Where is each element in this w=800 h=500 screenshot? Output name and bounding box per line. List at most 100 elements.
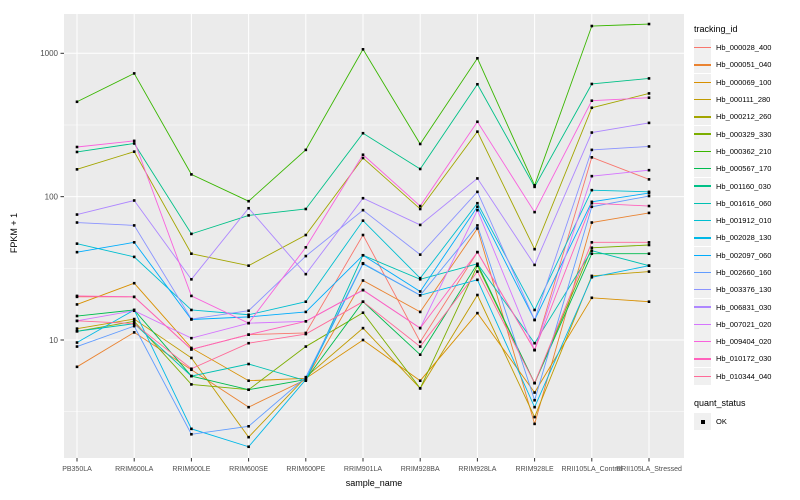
data-point — [590, 246, 594, 250]
data-point — [533, 398, 536, 402]
legend-item-Hb_000051_040: Hb_000051_040 — [694, 56, 798, 74]
ok-point-icon — [700, 419, 705, 424]
legend-color-line-icon — [694, 64, 711, 66]
legend-item-label: Hb_001912_010 — [716, 216, 772, 226]
data-point — [132, 317, 136, 321]
legend-item-label: Hb_009404_020 — [716, 337, 772, 347]
legend-color-line-icon — [694, 358, 711, 360]
legend-key-swatch — [694, 39, 711, 57]
legend-item-label: Hb_010344_040 — [716, 371, 772, 381]
data-point — [476, 250, 479, 254]
legend-item-label: Hb_000028_400 — [716, 43, 772, 53]
data-point — [590, 82, 594, 86]
legend-item-label: Hb_001160_030 — [716, 181, 771, 191]
y-tick-label: 1000 — [40, 49, 58, 58]
data-point — [132, 224, 136, 227]
data-point — [476, 293, 479, 297]
legend-item-Hb_000567_170: Hb_000567_170 — [694, 160, 798, 178]
legend-item-label: Hb_000069_100 — [716, 77, 772, 87]
data-point — [247, 425, 250, 428]
data-point — [476, 208, 479, 212]
data-point — [533, 422, 536, 426]
data-point — [590, 24, 594, 28]
data-point — [75, 319, 79, 323]
legend-item-label: Hb_000567_170 — [716, 164, 772, 174]
legend-item-Hb_006831_030: Hb_006831_030 — [694, 298, 798, 316]
legend-key-swatch — [694, 350, 711, 368]
data-point — [247, 206, 250, 210]
data-point — [418, 387, 422, 390]
legend-key-swatch — [694, 212, 711, 230]
x-tick-label: RRIM600LA — [115, 466, 153, 473]
data-point — [304, 207, 308, 211]
data-point — [476, 201, 479, 205]
data-point — [75, 294, 79, 298]
y-tick-label: 10 — [49, 336, 58, 345]
data-point — [533, 415, 536, 419]
data-point — [361, 48, 365, 51]
data-point — [361, 300, 365, 304]
data-point — [476, 56, 479, 60]
data-point — [647, 211, 651, 215]
legend-color-line-icon — [694, 271, 711, 274]
data-point — [361, 311, 365, 315]
legend-item-label: Hb_000111_280 — [716, 95, 771, 105]
data-point — [132, 322, 136, 325]
data-point — [247, 341, 250, 345]
data-point — [476, 262, 479, 266]
data-point — [647, 270, 651, 273]
legend-color-line-icon — [694, 306, 711, 308]
data-point — [590, 252, 594, 255]
data-point — [418, 290, 422, 293]
data-point — [304, 272, 308, 276]
legend-item-label: Hb_000329_330 — [716, 129, 772, 139]
data-point — [361, 261, 365, 265]
data-point — [75, 145, 79, 149]
data-point — [418, 379, 422, 383]
data-point — [361, 326, 365, 330]
data-point — [590, 174, 594, 178]
data-point — [533, 391, 536, 394]
data-point — [190, 317, 193, 321]
data-point — [361, 338, 365, 342]
data-point — [533, 318, 536, 322]
data-point — [190, 356, 193, 360]
data-point — [247, 333, 250, 336]
legend-key-swatch — [694, 108, 711, 126]
legend-key-swatch — [694, 281, 711, 299]
legend-item-label: Hb_007021_020 — [716, 319, 772, 329]
legend-item-Hb_001160_030: Hb_001160_030 — [694, 177, 798, 195]
data-point — [590, 274, 594, 278]
data-point — [361, 253, 365, 257]
data-point — [418, 223, 422, 227]
data-point — [361, 208, 365, 212]
data-point — [418, 294, 422, 297]
data-point — [533, 263, 536, 267]
legend-item-label: Hb_002028_130 — [716, 233, 772, 243]
data-point — [476, 130, 479, 133]
data-point — [647, 204, 651, 208]
data-point — [190, 294, 193, 298]
legend-key-swatch — [694, 264, 711, 281]
legend: tracking_id Hb_000028_400 Hb_000051_040 Hb… — [694, 24, 798, 431]
data-point — [533, 405, 536, 409]
data-point — [75, 213, 79, 216]
data-point — [304, 332, 308, 336]
legend-item-Hb_003376_130: Hb_003376_130 — [694, 281, 798, 299]
data-point — [361, 279, 365, 282]
legend-color-line-icon — [694, 150, 711, 153]
x-tick-label: RRIM928LA — [458, 466, 496, 473]
legend-item-Hb_000329_330: Hb_000329_330 — [694, 125, 798, 143]
panel-background — [64, 14, 684, 458]
data-point — [361, 288, 365, 292]
legend-item-Hb_007021_020: Hb_007021_020 — [694, 315, 798, 333]
x-tick-label: RRIM928LE — [516, 466, 554, 473]
data-point — [190, 367, 193, 371]
data-point — [75, 345, 79, 348]
data-point — [418, 340, 422, 344]
legend-item-label: Hb_000362_210 — [716, 146, 772, 156]
legend-key-swatch — [694, 91, 711, 109]
data-point — [647, 168, 651, 172]
data-point — [590, 296, 594, 300]
legend-key-swatch — [694, 177, 711, 195]
